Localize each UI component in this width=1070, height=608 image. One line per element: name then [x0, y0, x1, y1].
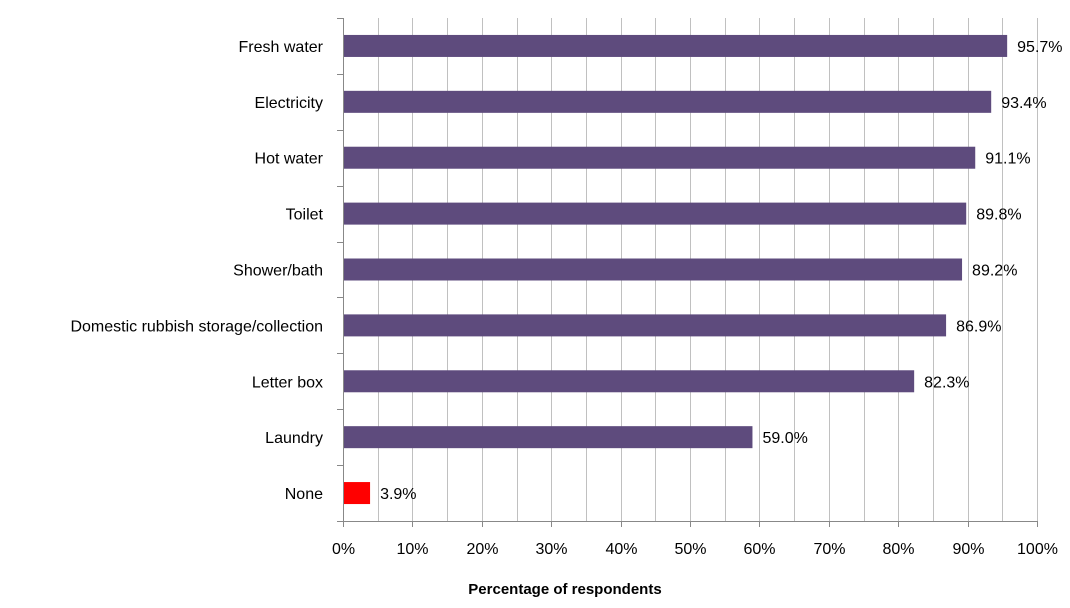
x-tick-label: 0% [332, 541, 355, 558]
data-label: 89.8% [976, 207, 1021, 224]
category-label: Electricity [255, 95, 323, 112]
x-tick-label: 80% [882, 541, 914, 558]
bar [343, 482, 371, 505]
category-label: None [285, 486, 323, 503]
x-tick-label: 20% [466, 541, 498, 558]
x-tick-label: 60% [743, 541, 775, 558]
category-label: Shower/bath [233, 263, 323, 280]
bar [343, 258, 963, 281]
x-tick-label: 100% [1017, 541, 1058, 558]
data-label: 3.9% [380, 486, 416, 503]
category-label: Letter box [252, 374, 323, 391]
data-label: 91.1% [985, 151, 1030, 168]
data-label: 86.9% [956, 318, 1001, 335]
bars [343, 34, 1008, 505]
bar [343, 314, 947, 337]
x-axis-title: Percentage of respondents [468, 581, 661, 598]
axes [337, 18, 1038, 527]
category-label: Hot water [255, 151, 324, 168]
data-label: 93.4% [1001, 95, 1046, 112]
category-label: Fresh water [239, 39, 324, 56]
bar [343, 202, 967, 225]
x-tick-label: 30% [535, 541, 567, 558]
category-label: Laundry [265, 430, 323, 447]
data-label: 95.7% [1017, 39, 1062, 56]
labels: Fresh water 95.7% Electricity 93.4% Hot wate… [70, 39, 1062, 558]
x-tick-label: 90% [952, 541, 984, 558]
x-tick-label: 40% [605, 541, 637, 558]
category-label: Toilet [286, 207, 324, 224]
bar [343, 34, 1008, 57]
data-label: 59.0% [762, 430, 807, 447]
bar [343, 370, 915, 393]
data-label: 89.2% [972, 263, 1017, 280]
x-tick-label: 10% [396, 541, 428, 558]
bar [343, 426, 753, 449]
x-tick-label: 70% [813, 541, 845, 558]
x-tick-label: 50% [674, 541, 706, 558]
data-label: 82.3% [924, 374, 969, 391]
bar [343, 146, 976, 169]
category-label: Domestic rubbish storage/collection [70, 318, 323, 335]
bar [343, 90, 992, 113]
